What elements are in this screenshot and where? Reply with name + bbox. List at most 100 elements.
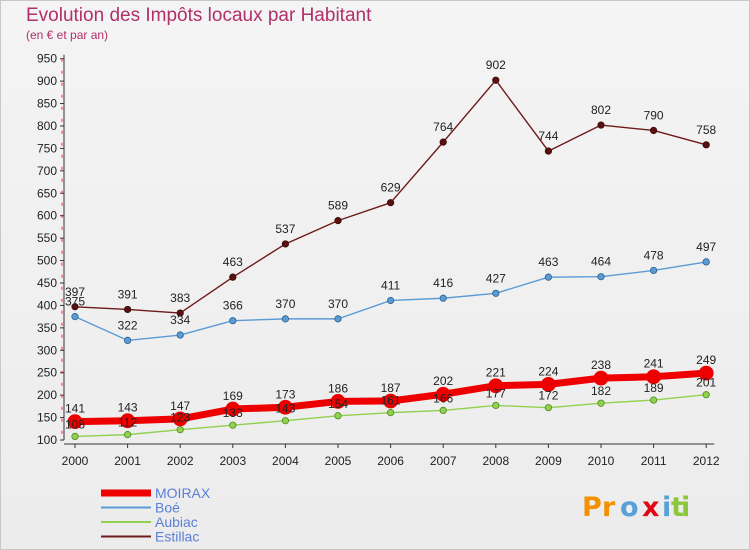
y-tick-label: 700 [37,164,57,178]
data-label: 391 [118,287,138,301]
data-point [649,266,658,275]
data-label: 177 [486,386,506,400]
data-label: 589 [328,199,348,213]
x-tick-label: 2002 [167,454,194,468]
data-point [597,273,605,281]
data-label: 141 [65,402,85,416]
data-point [439,294,447,302]
data-label: 334 [170,313,190,327]
data-point [386,296,395,305]
data-point [334,412,342,420]
data-label: 383 [170,291,190,305]
x-tick-label: 2003 [219,454,246,468]
data-point [330,394,346,409]
data-point [176,309,184,317]
data-point [702,141,710,149]
data-label: 478 [644,248,664,262]
data-label: 463 [538,255,558,269]
data-point [597,121,605,129]
y-tick-label: 300 [37,343,57,357]
data-point [225,401,241,417]
logo-letter: P [582,492,602,523]
data-point [544,273,553,281]
data-label: 147 [170,399,190,413]
data-label: 187 [381,381,401,395]
data-label: 416 [433,276,453,290]
data-point [229,317,237,325]
data-point [386,409,395,417]
data-label: 186 [328,381,348,395]
logo-letter: i [662,492,671,523]
data-point [544,404,553,412]
data-point [281,315,289,323]
data-point [386,199,395,207]
data-label: 238 [591,358,611,372]
data-label: 173 [275,387,295,401]
data-point [492,289,500,297]
data-label: 375 [65,295,85,309]
data-point [172,411,188,427]
data-labels-layer: 141 143 147 169 173 186 187 202 221 224 238 241 249 3… [65,58,717,431]
data-label: 764 [433,120,453,134]
data-point [281,417,289,425]
data-label: 112 [118,416,137,430]
data-point [492,76,500,84]
data-label: 108 [65,417,85,431]
data-label: 463 [223,255,243,269]
data-point [544,147,553,155]
data-label: 902 [486,58,506,72]
legend-label: Aubiac [155,514,198,530]
data-label: 202 [433,374,453,388]
data-point [435,386,451,402]
data-label: 537 [275,222,295,236]
y-tick-label: 450 [37,276,57,290]
data-point [488,378,504,394]
x-tick-label: 2012 [693,454,720,468]
data-label: 143 [118,401,138,415]
data-label: 397 [65,285,85,299]
y-tick-label: 100 [37,433,57,447]
data-label: 427 [486,271,506,285]
data-point [71,313,79,321]
data-label: 249 [696,353,716,367]
y-tick-label: 850 [37,97,57,111]
y-tick-label: 900 [37,74,57,88]
y-tick-label: 400 [37,298,57,312]
data-label: 802 [591,103,611,117]
data-label: 241 [644,357,664,371]
logo-letter: x [642,492,659,523]
data-point [649,126,658,135]
data-point [176,331,184,339]
x-tick-label: 2007 [430,454,457,468]
data-label: 366 [223,299,243,313]
y-tick-label: 500 [37,254,57,268]
data-point [71,432,79,441]
logo-letter: o [620,492,639,523]
chart-axes: 100 150 200 250 300 350 400 450 500 550 600 650 700 7… [37,52,720,468]
logo-letter: r [602,492,616,523]
y-tick-label: 750 [37,141,57,155]
legend-label: MOIRAX [155,485,211,501]
data-label: 497 [696,240,716,254]
data-label: 169 [223,389,243,403]
legend-label: Estillac [155,529,199,545]
data-label: 123 [170,411,190,425]
data-label: 370 [328,297,348,311]
series-layer [67,76,714,441]
y-tick-label: 950 [37,52,57,66]
data-point [439,138,447,146]
logo-letter: i [681,492,690,523]
data-point [649,396,658,404]
y-tick-label: 250 [37,366,57,380]
y-tick-label: 600 [37,209,57,223]
data-point [492,401,500,410]
data-point [124,336,132,345]
data-label: 464 [591,255,611,269]
data-point [597,399,605,407]
data-point [702,391,710,399]
x-tick-label: 2000 [62,454,89,468]
logo-letter: t [671,492,684,523]
data-point [67,414,83,430]
